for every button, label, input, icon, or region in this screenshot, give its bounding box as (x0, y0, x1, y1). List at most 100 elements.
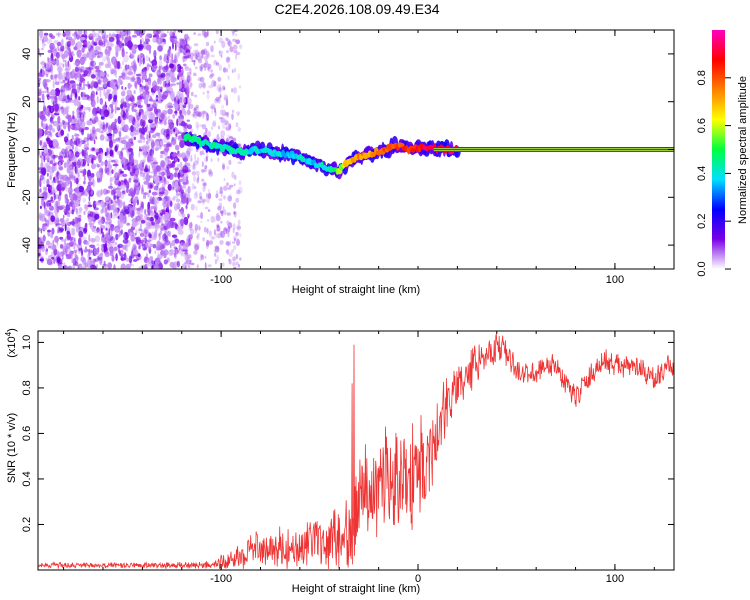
noise-blob (139, 83, 142, 88)
noise-blob (232, 241, 236, 244)
noise-blob (87, 201, 91, 205)
noise-blob (66, 40, 71, 48)
noise-blob (190, 154, 193, 162)
noise-blob (74, 66, 79, 73)
noise-blob (226, 165, 230, 170)
noise-blob (177, 72, 184, 78)
noise-blob (90, 237, 96, 243)
noise-blob (109, 177, 112, 184)
noise-blob (124, 188, 126, 196)
noise-blob (195, 49, 199, 56)
noise-blob (202, 30, 205, 35)
noise-blob (51, 227, 55, 235)
noise-blob (128, 114, 134, 122)
noise-blob (223, 195, 226, 200)
noise-blob (38, 97, 42, 102)
noise-blob (41, 244, 45, 253)
noise-blob (80, 76, 84, 84)
noise-blob (156, 108, 162, 113)
snr-ticks: -100 0 100 0.2 0.4 0.6 0.8 1.0 (21, 331, 674, 585)
noise-blob (171, 161, 176, 168)
noise-blob (123, 252, 127, 261)
noise-blob (118, 135, 122, 144)
noise-blob (126, 101, 129, 107)
noise-blob (134, 127, 137, 136)
snr-panel: -100 0 100 0.2 0.4 0.6 0.8 1.0 Height of straig… (4, 328, 675, 595)
noise-blob (227, 195, 232, 202)
noise-blob (141, 220, 146, 224)
noise-blob (182, 172, 189, 182)
noise-blob (196, 124, 199, 131)
noise-blob (45, 137, 51, 142)
noise-blob (128, 85, 131, 89)
noise-blob (127, 30, 130, 35)
noise-blob (206, 228, 209, 234)
noise-blob (163, 259, 168, 265)
noise-blob (43, 226, 48, 231)
noise-blob (94, 258, 100, 262)
noise-blob (133, 109, 137, 112)
noise-blob (107, 78, 109, 82)
noise-blob (89, 244, 95, 248)
noise-blob (229, 46, 234, 53)
noise-blob (164, 103, 169, 110)
noise-blob (233, 44, 238, 50)
noise-blob (97, 32, 100, 36)
noise-blob (182, 165, 189, 174)
noise-blob (206, 90, 210, 94)
noise-blob (45, 248, 48, 252)
noise-blob (39, 174, 44, 181)
y-tick-label: 0.8 (21, 380, 33, 395)
noise-blob (67, 73, 72, 80)
noise-blob (94, 66, 100, 70)
noise-blob (57, 229, 59, 234)
noise-blob (52, 80, 55, 89)
noise-blob (153, 185, 159, 191)
noise-blob (128, 212, 130, 218)
noise-blob (154, 147, 159, 152)
noise-blob (124, 205, 129, 210)
noise-blob (43, 147, 49, 154)
noise-blob (77, 30, 83, 36)
noise-blob (67, 100, 73, 103)
noise-blob (192, 163, 197, 171)
y-tick-label: 0 (21, 146, 33, 152)
noise-blob (153, 70, 156, 74)
noise-blob (47, 157, 50, 163)
noise-blob (232, 235, 238, 241)
noise-blob (138, 162, 143, 171)
noise-blob (229, 136, 233, 139)
noise-blob (74, 168, 78, 173)
y-tick-label: -20 (21, 189, 33, 205)
noise-blob (232, 244, 237, 251)
noise-blob (192, 53, 196, 57)
noise-blob (109, 197, 111, 201)
noise-blob (210, 103, 216, 110)
noise-blob (98, 166, 103, 176)
noise-blob (175, 198, 181, 203)
noise-blob (210, 54, 215, 58)
noise-blob (224, 119, 228, 126)
noise-blob (183, 216, 189, 226)
noise-blob (179, 39, 186, 49)
noise-blob (75, 169, 78, 175)
noise-blob (202, 152, 205, 155)
noise-blob (85, 154, 89, 161)
noise-blob (138, 111, 141, 117)
noise-blob (225, 112, 229, 117)
noise-blob (138, 151, 141, 158)
noise-blob (233, 174, 237, 180)
noise-blob (137, 253, 141, 258)
noise-blob (149, 137, 152, 141)
noise-blob (44, 186, 48, 191)
noise-blob (132, 172, 137, 176)
noise-blob (165, 180, 170, 185)
noise-blob (73, 244, 76, 250)
noise-blob (136, 116, 141, 122)
noise-blob (182, 242, 189, 251)
noise-blob (237, 264, 241, 268)
noise-blob (193, 249, 198, 256)
noise-blob (135, 229, 138, 234)
noise-blob (125, 244, 129, 252)
noise-blob (195, 205, 198, 212)
